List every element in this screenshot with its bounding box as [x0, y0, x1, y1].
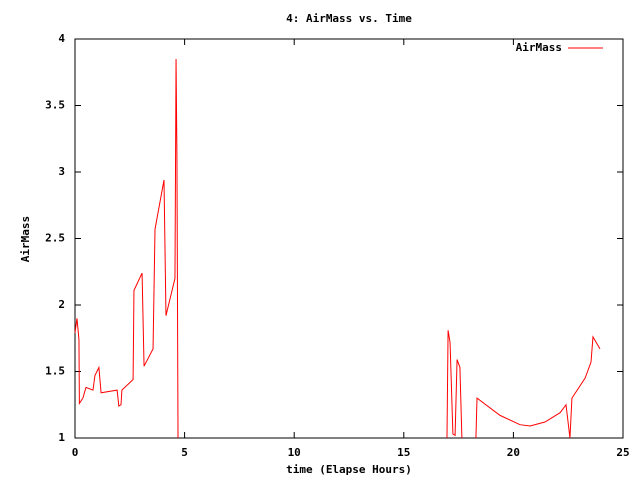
- x-tick-label: 0: [72, 446, 79, 459]
- plot-frame: [74, 38, 624, 439]
- x-tick-label: 25: [616, 446, 629, 459]
- data-line: [74, 58, 601, 439]
- y-tick-label: 4: [58, 32, 65, 45]
- x-tick-label: 15: [397, 446, 410, 459]
- legend-label: AirMass: [516, 41, 562, 54]
- y-axis-label: AirMass: [19, 216, 32, 262]
- y-tick-label: 1.5: [45, 365, 65, 378]
- y-tick-label: 3: [58, 165, 65, 178]
- x-tick-label: 5: [181, 446, 188, 459]
- y-tick-label: 2: [58, 298, 65, 311]
- x-axis-label: time (Elapse Hours): [286, 463, 412, 476]
- y-tick-label: 2.5: [45, 232, 65, 245]
- x-tick-label: 10: [288, 446, 301, 459]
- chart-title: 4: AirMass vs. Time: [286, 12, 412, 25]
- x-tick-label: 20: [507, 446, 520, 459]
- y-tick-label: 1: [58, 431, 65, 444]
- y-tick-label: 3.5: [45, 99, 65, 112]
